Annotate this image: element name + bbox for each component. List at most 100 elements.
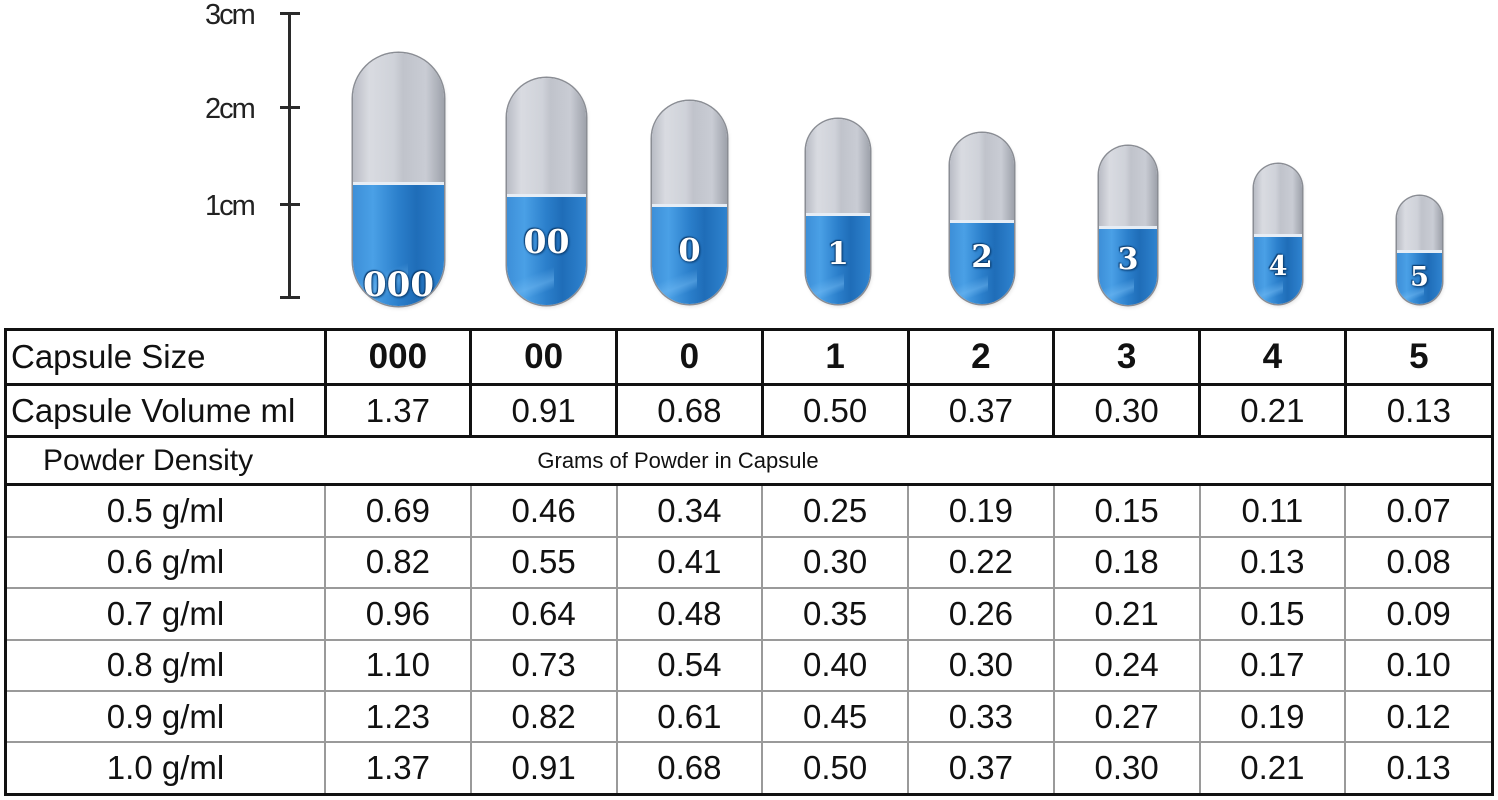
capsule-label: 00 [523, 222, 570, 261]
capsule-body [507, 195, 586, 305]
table-row: 0.6 g/ml 0.82 0.55 0.41 0.30 0.22 0.18 0… [7, 535, 1491, 590]
grams-cell: 0.18 [1052, 535, 1201, 590]
grams-cell: 0.48 [615, 587, 764, 641]
capsule-label: 1 [827, 236, 849, 272]
capsule-seam [1099, 226, 1157, 229]
grams-cell: 0.45 [761, 690, 909, 744]
size-header-0: 0 [615, 331, 764, 387]
size-header-3: 3 [1052, 331, 1201, 387]
grams-cell: 0.55 [469, 535, 618, 590]
volume-cell: 0.21 [1198, 383, 1347, 438]
density-label: 1.0 g/ml [7, 741, 326, 793]
grams-cell: 1.23 [324, 690, 472, 744]
grams-cell: 0.11 [1198, 483, 1347, 538]
grams-cell: 0.21 [1052, 587, 1201, 641]
grams-cell: 0.41 [615, 535, 764, 590]
grams-cell: 1.10 [324, 638, 472, 693]
volume-cell: 0.91 [469, 383, 618, 438]
ruler-line [288, 13, 291, 299]
capsule-body [1397, 251, 1442, 304]
grams-of-powder-text: Grams of Powder in Capsule [537, 447, 819, 473]
capsule-cap [806, 119, 870, 214]
size-header-4: 4 [1198, 331, 1347, 387]
capsule-00: 00 [507, 78, 586, 305]
grams-cell: 0.25 [761, 483, 909, 538]
capsule-body [652, 205, 727, 304]
powder-density-label: Powder Density [7, 436, 325, 487]
capsule-cap [1254, 164, 1302, 235]
grams-cell: 0.64 [469, 587, 618, 641]
grams-cell: 0.91 [469, 741, 618, 793]
capsule-body [353, 183, 444, 306]
capsule-2: 2 [950, 133, 1014, 304]
size-header-5: 5 [1343, 331, 1491, 387]
grams-cell: 0.50 [761, 741, 909, 793]
capsule-volume-row: Capsule Volume ml 1.37 0.91 0.68 0.50 0.… [7, 383, 1491, 438]
capsule-body [806, 214, 870, 304]
density-label: 0.5 g/ml [7, 483, 326, 538]
ruler-tick-0cm [280, 296, 300, 299]
volume-cell: 0.37 [906, 383, 1056, 438]
grams-cell: 0.19 [907, 483, 1055, 538]
capsule-label: 000 [363, 265, 434, 305]
capsule-seam [1254, 234, 1302, 237]
capsule-seam [950, 220, 1014, 223]
grams-cell: 0.15 [1198, 587, 1347, 641]
grams-cell: 0.13 [1198, 535, 1347, 590]
grams-cell: 0.61 [615, 690, 764, 744]
ruler-tick-3cm [280, 12, 300, 15]
grams-cell: 0.46 [469, 483, 618, 538]
grams-cell: 0.69 [324, 483, 472, 538]
capsule-4: 4 [1254, 164, 1302, 304]
capsule-label: 3 [1117, 242, 1139, 277]
ruler-scale: 3cm 2cm 1cm [0, 0, 310, 320]
grams-cell: 0.22 [907, 535, 1055, 590]
grams-cell: 0.68 [615, 741, 764, 793]
capsule-cap [1099, 146, 1157, 227]
grams-cell: 0.96 [324, 587, 472, 641]
grams-cell: 0.35 [761, 587, 909, 641]
grams-cell: 0.73 [469, 638, 618, 693]
capsule-data-table: Capsule Size 000 00 0 1 2 3 4 5 Capsule … [4, 328, 1494, 796]
capsule-label: 0 [678, 231, 701, 269]
capsule-5: 5 [1397, 196, 1442, 304]
capsule-body [1254, 235, 1302, 304]
grams-cell: 0.82 [469, 690, 618, 744]
grams-cell: 0.30 [761, 535, 909, 590]
ruler-tick-2cm [280, 106, 300, 109]
capsule-seam [507, 194, 586, 197]
grams-cell: 0.10 [1344, 638, 1491, 693]
grams-cell: 0.15 [1052, 483, 1201, 538]
volume-cell: 0.13 [1343, 383, 1491, 438]
grams-cell: 0.26 [907, 587, 1055, 641]
volume-cell: 0.68 [615, 383, 764, 438]
capsule-0: 0 [652, 101, 727, 304]
density-label: 0.9 g/ml [7, 690, 326, 744]
grams-cell: 0.09 [1344, 587, 1491, 641]
size-header-000: 000 [323, 331, 473, 387]
capsule-body [1099, 227, 1157, 305]
grams-cell: 0.24 [1052, 638, 1201, 693]
capsule-label: 5 [1410, 262, 1429, 293]
grams-cell: 0.19 [1198, 690, 1347, 744]
volume-cell: 0.30 [1052, 383, 1201, 438]
capsule-seam [1397, 250, 1442, 253]
density-label: 0.6 g/ml [7, 535, 326, 590]
table-row: 0.8 g/ml 1.10 0.73 0.54 0.40 0.30 0.24 0… [7, 638, 1491, 693]
capsule-size-row: Capsule Size 000 00 0 1 2 3 4 5 [7, 331, 1491, 387]
size-header-2: 2 [906, 331, 1056, 387]
grams-cell: 0.27 [1052, 690, 1201, 744]
size-header-1: 1 [760, 331, 910, 387]
table-row: 0.5 g/ml 0.69 0.46 0.34 0.25 0.19 0.15 0… [7, 483, 1491, 538]
grams-cell: 0.17 [1198, 638, 1347, 693]
capsule-cap [950, 133, 1014, 221]
grams-cell: 0.30 [1052, 741, 1201, 793]
ruler-tick-1cm [280, 203, 300, 206]
grams-of-powder-label: Grams of Powder in Capsule [325, 436, 1491, 487]
grams-cell: 0.07 [1344, 483, 1491, 538]
grams-cell: 0.08 [1344, 535, 1491, 590]
size-header-00: 00 [469, 331, 618, 387]
grams-cell: 0.40 [761, 638, 909, 693]
capsule-volume-label: Capsule Volume ml [7, 383, 327, 438]
density-label: 0.7 g/ml [7, 587, 326, 641]
